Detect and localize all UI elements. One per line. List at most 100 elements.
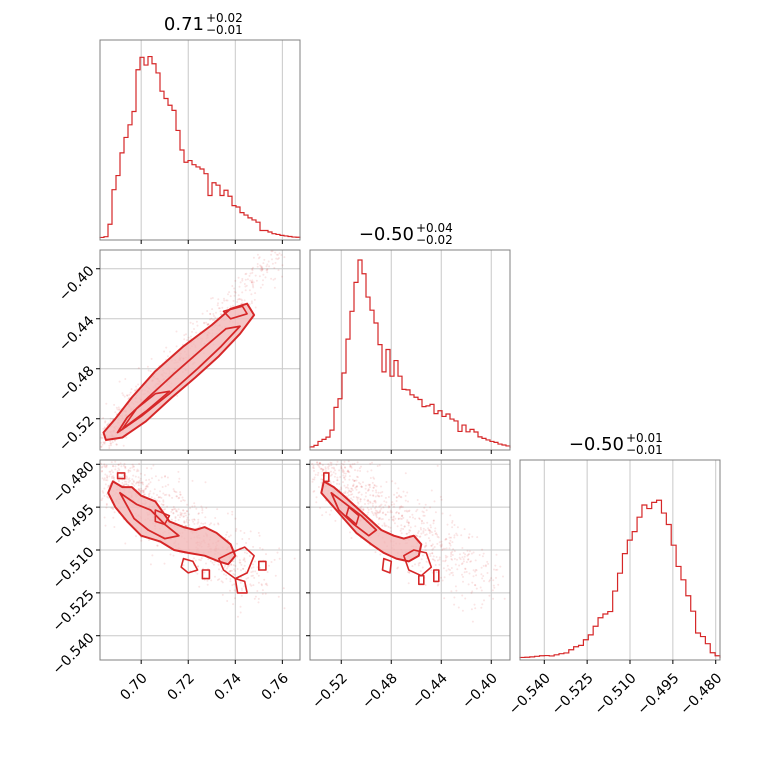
scatter-point — [240, 298, 243, 301]
scatter-point — [121, 482, 124, 484]
scatter-point — [225, 574, 228, 577]
scatter-point — [407, 500, 409, 503]
scatter-point — [211, 297, 214, 299]
scatter-point — [362, 481, 364, 484]
scatter-point — [243, 558, 246, 561]
scatter-point — [102, 491, 105, 494]
scatter-point — [106, 479, 109, 482]
scatter-point — [383, 523, 386, 526]
scatter-point — [342, 470, 345, 473]
scatter-point — [283, 607, 286, 610]
scatter-point — [251, 271, 254, 274]
scatter-point — [343, 476, 346, 479]
scatter-point — [149, 481, 152, 484]
scatter-point — [113, 403, 116, 406]
scatter-point — [230, 563, 233, 566]
scatter-point — [195, 331, 198, 334]
scatter-point — [348, 489, 351, 492]
scatter-point — [396, 567, 399, 570]
scatter-point — [338, 469, 341, 472]
scatter-point — [383, 500, 386, 503]
scatter-point — [150, 357, 153, 360]
scatter-point — [185, 333, 187, 336]
scatter-point — [242, 567, 245, 570]
scatter-point — [162, 508, 165, 511]
scatter-point — [321, 474, 324, 477]
scatter-point — [178, 516, 181, 519]
scatter-point — [211, 561, 214, 564]
scatter-point — [346, 491, 349, 494]
scatter-point — [350, 465, 353, 468]
scatter-point — [324, 467, 327, 470]
scatter-point — [464, 553, 467, 556]
scatter-point — [391, 480, 394, 483]
scatter-point — [137, 484, 140, 487]
scatter-point — [443, 576, 446, 579]
scatter-point — [419, 526, 422, 529]
scatter-point — [142, 489, 145, 492]
scatter-point — [471, 535, 474, 538]
scatter-point — [421, 520, 424, 523]
contour-line — [107, 480, 237, 566]
scatter-point — [367, 483, 370, 486]
scatter-point — [250, 567, 253, 569]
scatter-point — [489, 579, 491, 582]
scatter-point — [192, 520, 195, 523]
scatter-point — [138, 488, 141, 491]
scatter-point — [243, 557, 246, 560]
scatter-point — [385, 524, 388, 527]
scatter-point — [436, 535, 439, 538]
scatter-point — [253, 576, 256, 579]
scatter-point — [254, 306, 257, 309]
scatter-point — [133, 484, 136, 487]
histogram-line — [519, 499, 721, 659]
scatter-point — [228, 535, 231, 538]
scatter-point — [366, 489, 369, 492]
scatter-point — [105, 464, 108, 467]
scatter-point — [451, 550, 454, 553]
scatter-point — [188, 519, 191, 522]
scatter-point — [387, 496, 390, 498]
scatter-point — [110, 461, 113, 464]
scatter-point — [319, 462, 322, 465]
scatter-point — [431, 543, 434, 546]
scatter-point — [205, 562, 207, 565]
scatter-point — [379, 509, 382, 512]
scatter-point — [239, 581, 242, 584]
scatter-point — [162, 499, 165, 502]
scatter-point — [450, 551, 453, 554]
scatter-point — [440, 544, 443, 547]
scatter-point — [257, 531, 260, 534]
scatter-point — [220, 580, 223, 583]
scatter-point — [439, 495, 442, 498]
scatter-point — [193, 505, 196, 508]
scatter-point — [425, 544, 428, 547]
scatter-point — [432, 558, 435, 561]
scatter-point — [374, 495, 377, 498]
scatter-point — [103, 494, 106, 497]
scatter-point — [191, 505, 194, 508]
scatter-point — [401, 506, 404, 508]
scatter-point — [231, 285, 234, 287]
scatter-point — [492, 597, 495, 600]
scatter-point — [146, 484, 149, 487]
scatter-point — [198, 525, 201, 528]
panel-frame — [309, 249, 511, 451]
scatter-point — [100, 466, 103, 469]
scatter-point — [251, 283, 254, 286]
scatter-point — [103, 478, 105, 481]
scatter-point — [354, 486, 357, 489]
scatter-point — [376, 510, 379, 513]
scatter-point — [240, 302, 243, 305]
scatter-point — [431, 558, 434, 561]
scatter-point — [232, 560, 235, 563]
scatter-point — [354, 479, 356, 482]
scatter-point — [244, 278, 247, 281]
scatter-point — [197, 565, 200, 568]
scatter-point — [390, 511, 393, 514]
scatter-point — [407, 582, 410, 585]
scatter-point — [444, 560, 446, 563]
scatter-point — [106, 423, 109, 426]
scatter-point — [420, 558, 423, 561]
scatter-point — [148, 478, 151, 481]
